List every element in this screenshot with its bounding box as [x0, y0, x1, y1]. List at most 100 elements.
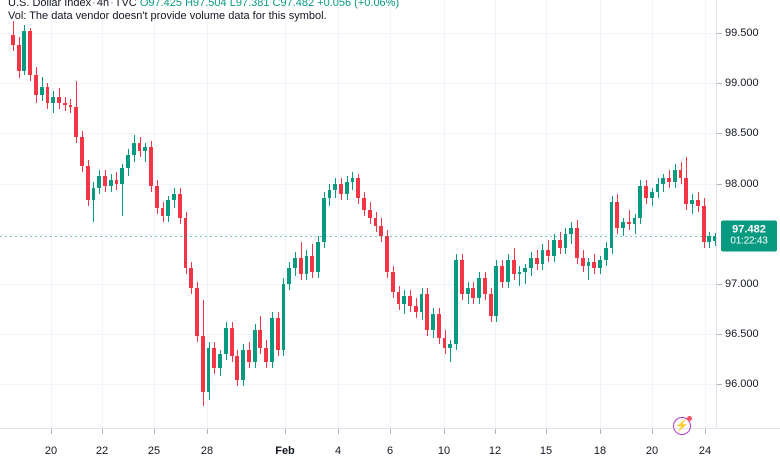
- candle-body-down: [425, 294, 430, 331]
- time-axis-label: 20: [44, 445, 58, 457]
- lightning-bolt-glyph: ⚡: [675, 419, 689, 432]
- time-axis-label: 28: [200, 445, 214, 457]
- candle-body-down: [57, 97, 61, 104]
- candle-body-down: [258, 330, 263, 349]
- candle-body-up: [569, 227, 574, 234]
- candle-body-up: [120, 167, 125, 184]
- candle-body-down: [74, 107, 79, 138]
- price-axis-tick: [717, 384, 722, 385]
- candle-body-up: [22, 30, 27, 72]
- candle-body-down: [575, 227, 579, 258]
- candle-body-up: [143, 147, 148, 152]
- candle-body-down: [80, 137, 84, 166]
- grid-line-vertical: [285, 0, 286, 428]
- candle-body-down: [229, 328, 234, 357]
- price-axis-label: 98.000: [725, 177, 759, 190]
- grid-line-vertical: [444, 0, 445, 428]
- candle-body-down: [644, 185, 648, 198]
- candle-body-down: [177, 193, 182, 218]
- candle-body-up: [166, 199, 171, 216]
- candle-body-up: [609, 201, 614, 248]
- time-axis-label: 12: [488, 445, 502, 457]
- candle-body-down: [684, 177, 689, 204]
- candle-body-down: [488, 294, 493, 317]
- candle-body-up: [252, 330, 257, 363]
- candle-body-down: [275, 318, 280, 351]
- candle-wick: [519, 265, 520, 286]
- time-axis-tick: [546, 429, 547, 434]
- time-axis-label: 15: [539, 445, 553, 457]
- candle-body-down: [436, 314, 441, 339]
- candle-body-down: [373, 217, 378, 226]
- candle-body-down: [298, 257, 303, 274]
- candle-body-up: [707, 235, 712, 242]
- candle-body-up: [523, 267, 528, 272]
- grid-line-horizontal: [0, 83, 716, 84]
- candle-body-up: [477, 277, 482, 299]
- candle-body-down: [195, 288, 199, 337]
- candle-body-up: [431, 314, 435, 331]
- time-axis-label: 20: [645, 445, 659, 457]
- price-axis-label: 97.000: [725, 278, 759, 290]
- candle-body-down: [592, 261, 597, 268]
- candle-body-up: [344, 181, 349, 194]
- current-price-badge[interactable]: 97.482 01:22:43: [721, 220, 777, 252]
- candle-body-down: [264, 348, 269, 363]
- candle-body-down: [482, 277, 487, 295]
- grid-line-vertical: [207, 0, 208, 428]
- time-axis-tick: [652, 429, 653, 434]
- candle-body-up: [713, 235, 716, 242]
- price-axis-label: 96.500: [725, 328, 759, 341]
- candle-body-up: [316, 241, 320, 272]
- candle-body-up: [632, 217, 637, 224]
- candle-body-up: [672, 169, 677, 182]
- time-axis[interactable]: 20 22 25 28 Feb 4 6 10 12 15 18 20 24 ⚡: [0, 416, 780, 470]
- candle-body-down: [310, 255, 315, 272]
- candle-body-up: [552, 239, 556, 256]
- candle-body-up: [529, 257, 533, 268]
- candle-body-down: [189, 267, 194, 288]
- candle-body-down: [379, 225, 384, 236]
- time-axis-label: 22: [95, 445, 109, 457]
- price-axis-tick: [717, 184, 722, 185]
- lightning-ring: [673, 417, 691, 435]
- candle-body-down: [390, 271, 395, 293]
- candle-body-down: [68, 105, 73, 108]
- candle-body-down: [183, 217, 188, 268]
- candle-body-up: [586, 261, 591, 266]
- price-axis-tick: [717, 133, 722, 134]
- price-axis-label: 98.500: [725, 127, 759, 140]
- candle-wick: [588, 257, 589, 280]
- candle-body-up: [448, 344, 453, 349]
- candle-body-down: [45, 87, 50, 104]
- candle-body-down: [367, 209, 372, 218]
- candle-wick: [629, 209, 630, 230]
- candle-body-up: [108, 179, 113, 186]
- candle-body-down: [413, 306, 418, 313]
- candle-body-up: [419, 294, 424, 313]
- price-axis[interactable]: 99.500 99.000 98.500 98.000 97.000 96.500 96.0…: [716, 0, 780, 441]
- candle-body-up: [51, 97, 56, 104]
- candle-wick: [93, 181, 94, 222]
- price-axis-tick: [717, 284, 722, 285]
- candle-body-down: [103, 175, 107, 186]
- candle-body-up: [402, 296, 407, 305]
- time-axis-tick: [102, 429, 103, 434]
- candle-wick: [145, 143, 146, 162]
- candle-body-up: [287, 267, 292, 284]
- candle-body-down: [695, 199, 700, 206]
- lightning-alert-icon[interactable]: ⚡: [673, 416, 692, 435]
- candle-body-down: [678, 169, 683, 178]
- chart-plot-area[interactable]: [0, 0, 716, 428]
- candle-body-up: [321, 197, 326, 242]
- candle-body-down: [500, 265, 505, 282]
- grid-line-horizontal: [0, 334, 716, 335]
- candle-body-down: [408, 296, 412, 307]
- candle-body-down: [154, 185, 159, 208]
- price-axis-label: 99.500: [725, 27, 759, 39]
- candle-body-down: [212, 348, 217, 369]
- lightning-notification-dot: [687, 416, 692, 421]
- candle-body-down: [85, 165, 90, 200]
- candle-body-up: [218, 354, 222, 369]
- candle-body-down: [615, 201, 620, 228]
